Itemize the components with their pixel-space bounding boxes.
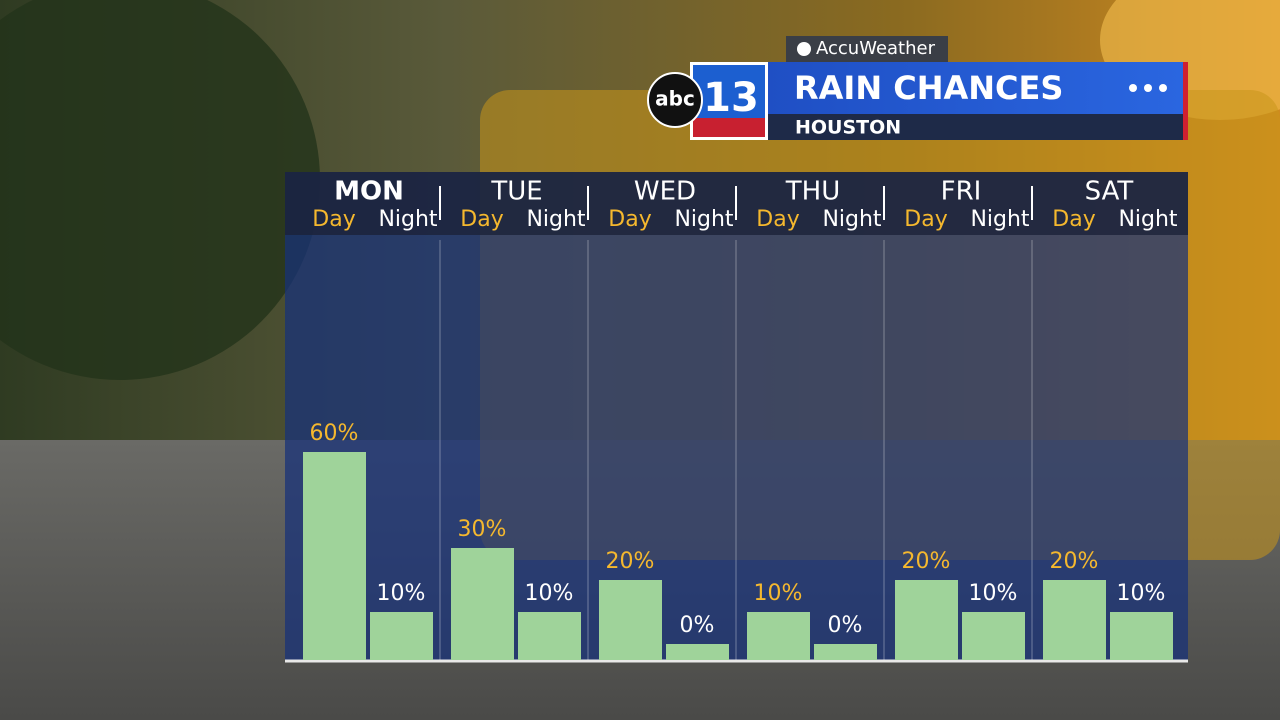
source-tag bbox=[786, 36, 948, 62]
bar bbox=[1043, 580, 1106, 660]
series-label: Day bbox=[608, 207, 651, 232]
value-label: 60% bbox=[310, 421, 359, 446]
value-label: 10% bbox=[969, 581, 1018, 606]
day-label: WED bbox=[634, 177, 696, 207]
value-label: 30% bbox=[458, 517, 507, 542]
subtitle: HOUSTON bbox=[795, 117, 901, 139]
bar bbox=[747, 612, 810, 660]
bar bbox=[666, 644, 729, 660]
value-label: 10% bbox=[754, 581, 803, 606]
value-label: 10% bbox=[1117, 581, 1166, 606]
subtitle-banner bbox=[768, 114, 1185, 140]
bar bbox=[451, 548, 514, 660]
series-label: Day bbox=[460, 207, 503, 232]
series-label: Night bbox=[674, 207, 733, 232]
title-banner bbox=[768, 62, 1185, 114]
value-label: 0% bbox=[828, 613, 863, 638]
value-label: 10% bbox=[377, 581, 426, 606]
bar bbox=[370, 612, 433, 660]
value-label: 20% bbox=[606, 549, 655, 574]
logo-number: 13 bbox=[703, 75, 759, 121]
logo-circle bbox=[647, 72, 703, 128]
logo-text: abc bbox=[655, 87, 695, 111]
series-label: Night bbox=[822, 207, 881, 232]
source-icon bbox=[797, 42, 811, 56]
bar bbox=[962, 612, 1025, 660]
value-label: 0% bbox=[680, 613, 715, 638]
bar bbox=[518, 612, 581, 660]
logo-stripe bbox=[693, 118, 765, 137]
bar bbox=[814, 644, 877, 660]
series-label: Night bbox=[1118, 207, 1177, 232]
menu-dots bbox=[1129, 84, 1167, 92]
series-label: Night bbox=[378, 207, 437, 232]
bar bbox=[1110, 612, 1173, 660]
day-label: TUE bbox=[490, 177, 542, 207]
series-label: Night bbox=[526, 207, 585, 232]
bar bbox=[599, 580, 662, 660]
series-label: Night bbox=[970, 207, 1029, 232]
trees bbox=[0, 0, 320, 380]
source: AccuWeather bbox=[816, 38, 936, 59]
series-label: Day bbox=[904, 207, 947, 232]
day-label: THU bbox=[785, 177, 840, 207]
series-label: Day bbox=[1052, 207, 1095, 232]
day-label: MON bbox=[334, 177, 404, 207]
value-label: 20% bbox=[1050, 549, 1099, 574]
bar bbox=[895, 580, 958, 660]
title: RAIN CHANCES bbox=[794, 69, 1063, 107]
bar bbox=[303, 452, 366, 660]
chart-panel bbox=[285, 172, 1188, 662]
value-label: 10% bbox=[525, 581, 574, 606]
value-label: 20% bbox=[902, 549, 951, 574]
series-label: Day bbox=[756, 207, 799, 232]
series-label: Day bbox=[312, 207, 355, 232]
banner-edge bbox=[1183, 62, 1188, 140]
day-label: SAT bbox=[1085, 177, 1134, 207]
day-label: FRI bbox=[941, 177, 982, 207]
